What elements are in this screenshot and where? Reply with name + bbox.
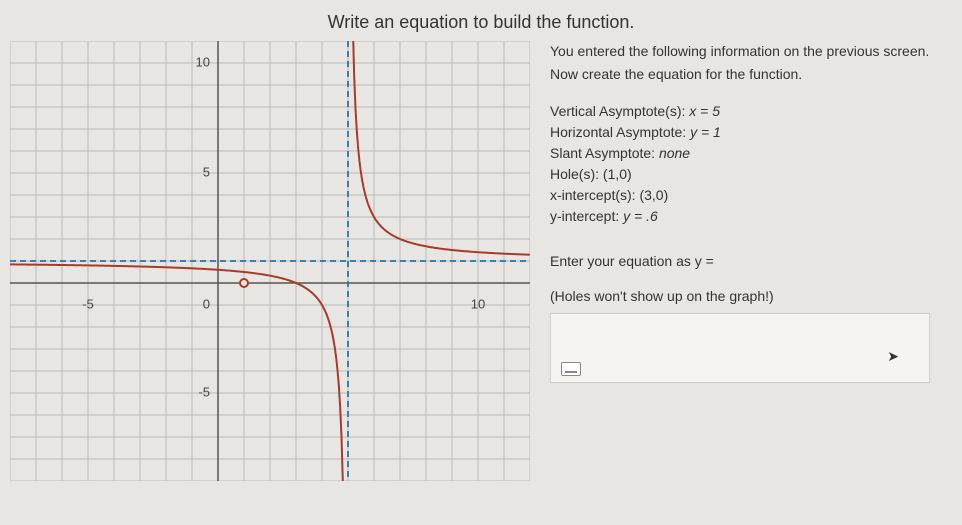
- yintercept-line: y-intercept: y = .6: [550, 206, 930, 227]
- intro-line-2: Now create the equation for the function…: [550, 64, 930, 85]
- cursor-icon: ➤: [887, 346, 899, 367]
- horizontal-asymptote-line: Horizontal Asymptote: y = 1: [550, 122, 930, 143]
- holes-line: Hole(s): (1,0): [550, 164, 930, 185]
- ha-label: Horizontal Asymptote:: [550, 124, 690, 140]
- xint-label: x-intercept(s):: [550, 187, 639, 203]
- vertical-asymptote-line: Vertical Asymptote(s): x = 5: [550, 101, 930, 122]
- yint-label: y-intercept:: [550, 208, 623, 224]
- holes-label: Hole(s):: [550, 166, 603, 182]
- slant-asymptote-line: Slant Asymptote: none: [550, 143, 930, 164]
- xint-value: (3,0): [639, 187, 668, 203]
- svg-text:10: 10: [471, 297, 485, 312]
- sa-label: Slant Asymptote:: [550, 145, 659, 161]
- holes-value: (1,0): [603, 166, 632, 182]
- equation-input[interactable]: ➤: [550, 313, 930, 383]
- graph-container: -5 0 10 -5 5 10: [10, 41, 530, 481]
- ha-value: y = 1: [690, 124, 721, 140]
- va-value: x = 5: [689, 103, 720, 119]
- page-title: Write an equation to build the function.: [0, 0, 962, 41]
- content-area: -5 0 10 -5 5 10 You entered the following inf…: [0, 41, 962, 481]
- answer-prompt: Enter your equation as y =: [550, 251, 930, 272]
- svg-text:-5: -5: [198, 384, 210, 399]
- va-label: Vertical Asymptote(s):: [550, 103, 689, 119]
- xintercept-line: x-intercept(s): (3,0): [550, 185, 930, 206]
- graph-note: (Holes won't show up on the graph!): [550, 286, 930, 307]
- svg-text:0: 0: [203, 297, 210, 312]
- properties-list: Vertical Asymptote(s): x = 5 Horizontal …: [550, 101, 930, 227]
- sa-value: none: [659, 145, 690, 161]
- function-graph: -5 0 10 -5 5 10: [10, 41, 530, 481]
- svg-text:-5: -5: [82, 297, 94, 312]
- svg-text:10: 10: [196, 54, 210, 69]
- intro-text: You entered the following information on…: [550, 41, 930, 85]
- info-panel: You entered the following information on…: [530, 41, 940, 481]
- yint-value: y = .6: [623, 208, 658, 224]
- intro-line-1: You entered the following information on…: [550, 41, 930, 62]
- svg-text:5: 5: [203, 164, 210, 179]
- keyboard-icon[interactable]: [561, 362, 581, 376]
